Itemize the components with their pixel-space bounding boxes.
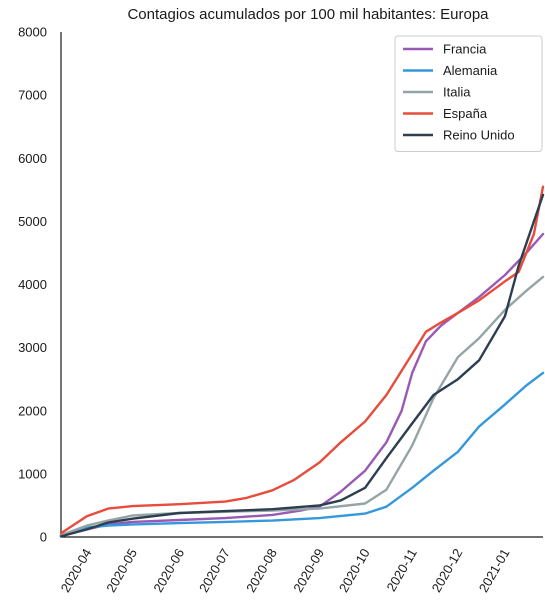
y-tick-label: 1000 [18,466,47,481]
y-tick-label: 0 [40,530,47,545]
legend-label: Italia [443,85,471,100]
legend-label: Reino Unido [443,128,515,143]
series-line-reino-unido [59,193,545,538]
y-tick-label: 2000 [18,403,47,418]
y-tick-label: 7000 [18,88,47,103]
y-tick-label: 4000 [18,277,47,292]
legend-label: España [443,106,488,121]
series-line-españa [59,185,545,535]
series-line-alemania [59,371,545,537]
series-layer [59,185,545,538]
chart-title: Contagios acumulados por 100 mil habitan… [127,6,489,23]
legend-label: Francia [443,42,487,57]
y-tick-label: 3000 [18,340,47,355]
legend-box [394,35,543,152]
series-line-francia [59,232,545,537]
y-tick-label: 5000 [18,214,47,229]
y-axis: 0 1000 2000 3000 4000 5000 6000 7000 8000 [18,25,62,545]
legend-label: Alemania [443,63,498,78]
series-line-italia [59,275,545,537]
y-tick-label: 6000 [18,151,47,166]
y-tick-label: 8000 [18,25,47,40]
legend: Francia Alemania Italia España Reino Unido [394,35,543,152]
